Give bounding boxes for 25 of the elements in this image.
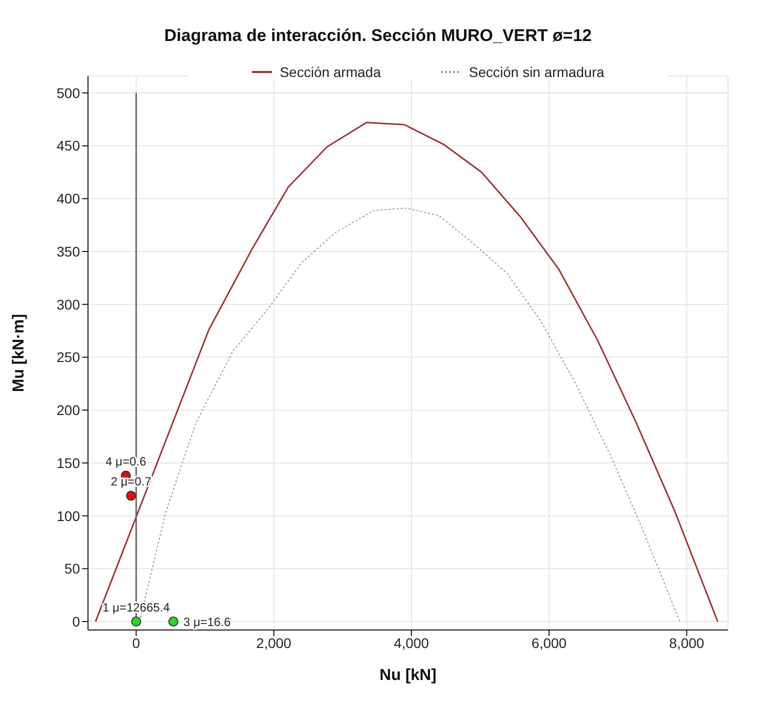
point — [168, 616, 178, 627]
point — [126, 490, 136, 501]
annotation: 3 μ=16.6 — [183, 614, 231, 629]
x-axis-title: Nu [kN] — [380, 667, 436, 684]
point — [131, 616, 142, 627]
legend-label: Sección armada — [278, 64, 381, 80]
y-tick-label: 0 — [72, 614, 80, 630]
y-tick-label: 300 — [56, 296, 80, 312]
y-tick-label: 50 — [64, 560, 80, 577]
x-tick-label: 8,000 — [669, 634, 704, 651]
y-tick-label: 250 — [56, 349, 80, 366]
chart-title: Diagrama de interacción. Sección MURO_VERT ø=12 — [163, 25, 593, 47]
y-tick-label: 450 — [56, 138, 80, 154]
y-tick-label: 100 — [56, 508, 80, 524]
x-tick-label: 0 — [132, 634, 140, 651]
y-tick-label: 200 — [56, 402, 80, 418]
legend-label: Sección sin armadura — [468, 64, 604, 80]
y-tick-label: 350 — [56, 243, 80, 260]
y-tick-label: 500 — [56, 84, 80, 101]
x-tick-label: 6,000 — [532, 634, 567, 651]
y-tick-label: 400 — [56, 190, 80, 207]
y-axis-title: Mu [kN·m] — [10, 314, 28, 392]
x-tick-label: 4,000 — [394, 634, 430, 651]
x-tick-label: 2,000 — [256, 634, 292, 651]
y-tick-label: 150 — [56, 454, 80, 471]
